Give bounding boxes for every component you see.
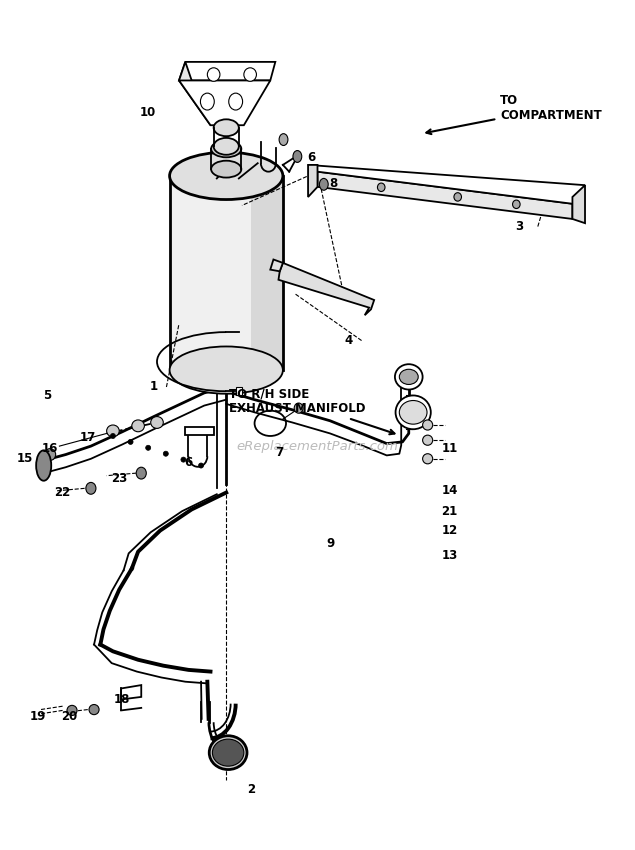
Ellipse shape <box>399 369 418 384</box>
Text: 4: 4 <box>345 334 353 347</box>
Text: eReplacementParts.com: eReplacementParts.com <box>237 439 398 452</box>
Ellipse shape <box>150 416 163 428</box>
Text: 10: 10 <box>140 106 156 119</box>
Ellipse shape <box>423 435 432 445</box>
Ellipse shape <box>423 420 432 430</box>
Text: 12: 12 <box>441 524 458 537</box>
Ellipse shape <box>170 347 283 394</box>
Text: 16: 16 <box>42 442 58 455</box>
Text: TO
COMPARTMENT: TO COMPARTMENT <box>426 94 602 134</box>
Text: 5: 5 <box>43 389 51 402</box>
Ellipse shape <box>423 454 432 464</box>
Polygon shape <box>179 62 276 81</box>
Text: TO R/H SIDE
EXHAUST MANIFOLD: TO R/H SIDE EXHAUST MANIFOLD <box>229 388 394 434</box>
Ellipse shape <box>396 395 431 429</box>
Polygon shape <box>251 176 283 370</box>
Text: 2: 2 <box>248 784 255 796</box>
Text: 1: 1 <box>150 381 158 394</box>
Polygon shape <box>572 185 585 224</box>
Ellipse shape <box>128 439 133 445</box>
Ellipse shape <box>211 161 241 178</box>
Ellipse shape <box>229 94 243 110</box>
Ellipse shape <box>132 420 144 432</box>
Ellipse shape <box>201 94 214 110</box>
Text: 6: 6 <box>184 456 192 469</box>
Polygon shape <box>279 263 374 315</box>
Ellipse shape <box>213 138 239 155</box>
Polygon shape <box>185 427 213 435</box>
Text: 9: 9 <box>326 536 334 550</box>
Text: 14: 14 <box>441 484 458 496</box>
Text: 21: 21 <box>441 505 458 518</box>
Ellipse shape <box>395 364 423 389</box>
Text: 17: 17 <box>79 431 96 445</box>
Polygon shape <box>179 62 210 125</box>
Ellipse shape <box>208 68 220 82</box>
Ellipse shape <box>210 736 247 769</box>
Text: 18: 18 <box>114 693 131 706</box>
Ellipse shape <box>319 178 328 190</box>
Text: 11: 11 <box>441 442 458 455</box>
Ellipse shape <box>170 152 283 200</box>
Text: 23: 23 <box>111 472 128 484</box>
Polygon shape <box>236 387 242 395</box>
Ellipse shape <box>293 150 302 162</box>
Ellipse shape <box>67 706 77 716</box>
Ellipse shape <box>399 400 427 424</box>
Polygon shape <box>308 165 318 197</box>
Text: 8: 8 <box>329 177 337 190</box>
Ellipse shape <box>44 449 56 461</box>
Ellipse shape <box>36 450 51 481</box>
Ellipse shape <box>454 193 462 201</box>
Ellipse shape <box>377 183 385 191</box>
Ellipse shape <box>512 200 520 208</box>
Ellipse shape <box>110 434 116 439</box>
Ellipse shape <box>279 133 288 145</box>
Ellipse shape <box>145 445 150 451</box>
Ellipse shape <box>163 451 168 456</box>
Ellipse shape <box>213 119 239 136</box>
Ellipse shape <box>199 463 204 468</box>
Ellipse shape <box>107 425 119 437</box>
Text: 3: 3 <box>515 220 523 233</box>
Text: 6: 6 <box>307 150 316 164</box>
Polygon shape <box>271 259 283 271</box>
Text: 15: 15 <box>17 452 33 465</box>
Text: 22: 22 <box>55 486 70 499</box>
Text: 7: 7 <box>276 445 284 458</box>
Polygon shape <box>318 172 572 219</box>
Ellipse shape <box>181 457 186 462</box>
Ellipse shape <box>86 483 96 494</box>
Polygon shape <box>308 165 585 204</box>
Polygon shape <box>121 685 141 700</box>
Ellipse shape <box>137 468 146 479</box>
Polygon shape <box>170 176 283 370</box>
Ellipse shape <box>294 403 303 413</box>
Ellipse shape <box>212 740 244 766</box>
Text: 19: 19 <box>29 710 46 722</box>
Text: 20: 20 <box>61 710 77 722</box>
Polygon shape <box>179 81 271 125</box>
Text: 13: 13 <box>441 549 458 563</box>
Ellipse shape <box>89 705 99 715</box>
Ellipse shape <box>211 140 241 157</box>
Ellipse shape <box>244 68 257 82</box>
